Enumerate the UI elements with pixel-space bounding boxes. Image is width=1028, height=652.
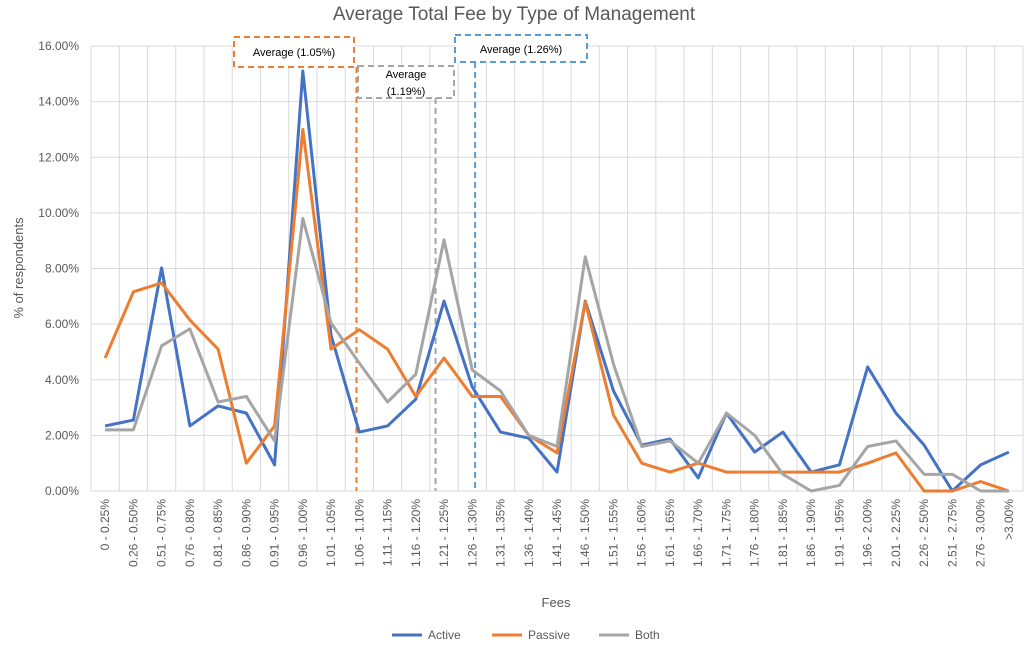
x-tick-label: 0.91 - 0.95%: [268, 499, 282, 567]
series-line-both: [105, 216, 1009, 493]
legend-label: Active: [428, 628, 461, 642]
x-tick-label: 0.26 - 0.50%: [126, 499, 140, 567]
average-label-box: [233, 36, 355, 68]
x-tick-label: 0.51 - 0.75%: [155, 499, 169, 567]
x-tick-label: 1.21 - 1.25%: [437, 499, 451, 567]
x-tick-label: 0.86 - 0.90%: [239, 499, 253, 567]
legend-label: Both: [635, 628, 660, 642]
x-tick-label: 1.06 - 1.10%: [352, 499, 366, 567]
legend-label: Passive: [528, 628, 570, 642]
average-annotations: Average (1.05%) Average (1.19%) Average (1.…: [233, 34, 588, 491]
average-label: Average (1.05%): [253, 47, 335, 59]
x-tick-label: 1.81 - 1.85%: [776, 499, 790, 567]
average-label: Average (1.26%): [480, 44, 562, 56]
average-label-box: [454, 34, 588, 63]
y-axis-ticks: 0.00% 2.00% 4.00% 6.00% 8.00% 10.00% 12.00% 14.…: [38, 39, 79, 498]
x-tick-label: >3.00%: [1002, 499, 1016, 540]
x-tick-label: 0.81 - 0.85%: [211, 499, 225, 567]
x-tick-label: 0.76 - 0.80%: [183, 499, 197, 567]
y-tick-label: 0.00%: [45, 484, 79, 498]
x-tick-label: 1.91 - 1.95%: [832, 499, 846, 567]
y-axis-label: % of respondents: [11, 217, 26, 319]
y-tick-label: 2.00%: [45, 428, 79, 442]
y-tick-label: 8.00%: [45, 262, 79, 276]
x-tick-label: 1.51 - 1.55%: [606, 499, 620, 567]
x-tick-label: 1.86 - 1.90%: [804, 499, 818, 567]
x-tick-label: 1.01 - 1.05%: [324, 499, 338, 567]
x-tick-label: 2.26 - 2.50%: [917, 499, 931, 567]
x-axis-ticks: 0 - 0.25% 0.26 - 0.50% 0.51 - 0.75% 0.76 - …: [98, 499, 1016, 567]
x-tick-label: 2.76 - 3.00%: [974, 499, 988, 567]
x-tick-label: 1.11 - 1.15%: [381, 499, 395, 566]
y-tick-label: 14.00%: [38, 95, 79, 109]
y-tick-label: 12.00%: [38, 150, 79, 164]
x-tick-label: 1.41 - 1.45%: [550, 499, 564, 567]
x-tick-label: 1.61 - 1.65%: [663, 499, 677, 567]
y-tick-label: 6.00%: [45, 317, 79, 331]
y-tick-label: 16.00%: [38, 39, 79, 53]
series-line-active: [104, 69, 1010, 493]
x-tick-label: 1.76 - 1.80%: [748, 499, 762, 567]
y-tick-label: 10.00%: [38, 206, 79, 220]
x-tick-label: 1.56 - 1.60%: [635, 499, 649, 567]
chart-title: Average Total Fee by Type of Management: [333, 4, 696, 25]
x-tick-label: 1.46 - 1.50%: [578, 499, 592, 567]
gridlines: [90, 45, 1024, 492]
x-tick-label: 0 - 0.25%: [98, 499, 112, 551]
x-tick-label: 1.31 - 1.35%: [494, 499, 508, 567]
x-tick-label: 1.96 - 2.00%: [861, 499, 875, 567]
average-label-box: [357, 65, 455, 99]
legend: Active Passive Both: [392, 628, 660, 642]
series-line-passive: [103, 127, 1010, 493]
y-tick-label: 4.00%: [45, 373, 79, 387]
x-tick-label: 1.36 - 1.40%: [522, 499, 536, 567]
x-tick-label: 2.01 - 2.25%: [889, 499, 903, 567]
x-tick-label: 1.66 - 1.70%: [691, 499, 705, 567]
series-lines: [103, 69, 1010, 493]
x-tick-label: 2.51 - 2.75%: [945, 499, 959, 567]
x-tick-label: 0.96 - 1.00%: [296, 499, 310, 567]
x-tick-label: 1.26 - 1.30%: [465, 499, 479, 567]
average-label: Average (1.19%): [386, 69, 427, 98]
x-tick-label: 1.16 - 1.20%: [409, 499, 423, 567]
x-tick-label: 1.71 - 1.75%: [719, 499, 733, 567]
x-axis-label: Fees: [542, 595, 571, 610]
